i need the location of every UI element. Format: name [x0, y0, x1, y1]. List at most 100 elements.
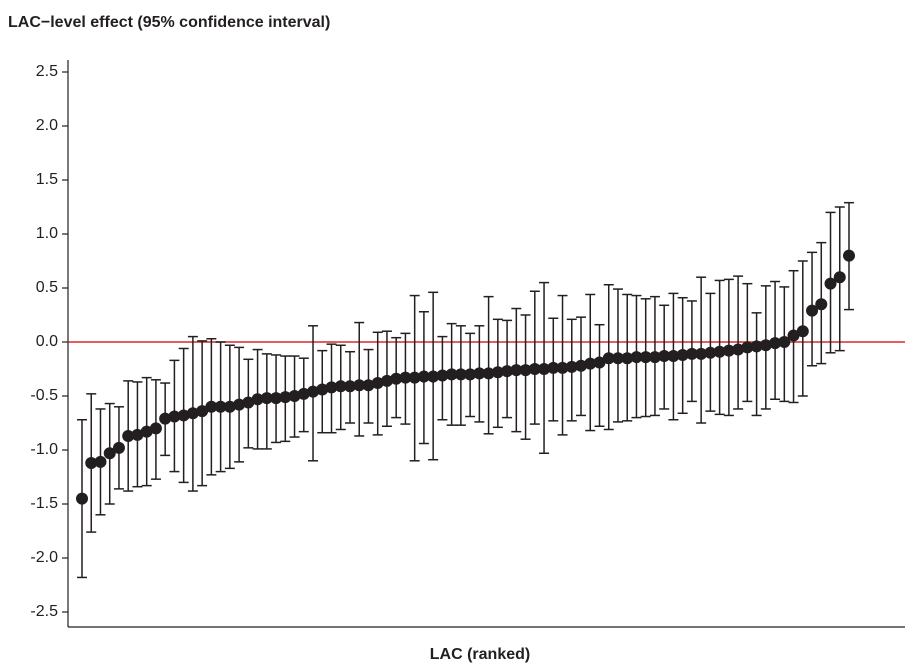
point — [186, 407, 199, 420]
error-bar — [483, 295, 494, 435]
point — [288, 390, 301, 402]
point — [464, 368, 477, 381]
point — [408, 371, 421, 384]
point — [196, 405, 209, 418]
point — [149, 422, 162, 435]
point — [454, 368, 467, 381]
point — [343, 380, 356, 393]
point — [528, 363, 541, 375]
point — [741, 341, 754, 354]
point — [704, 346, 717, 359]
y-tick-label: 0.5 — [36, 279, 58, 296]
point — [778, 336, 791, 348]
y-tick-label: -1.0 — [30, 441, 58, 458]
point — [214, 400, 227, 413]
point — [76, 492, 88, 505]
point — [85, 456, 98, 469]
point — [806, 304, 819, 317]
point — [787, 329, 800, 342]
point — [695, 347, 708, 360]
point — [168, 410, 181, 423]
y-tick-label: -2.0 — [30, 549, 58, 566]
point — [482, 367, 495, 380]
point — [353, 379, 366, 392]
y-tick-label: 2.5 — [36, 63, 58, 80]
point — [334, 380, 347, 393]
point — [611, 352, 624, 365]
point — [639, 351, 652, 364]
point — [547, 361, 560, 374]
point — [713, 345, 726, 358]
point — [676, 348, 689, 361]
y-tick-label: 1.0 — [36, 225, 58, 242]
point — [362, 379, 375, 392]
point — [233, 398, 246, 411]
point — [251, 393, 264, 406]
point — [122, 429, 135, 442]
y-tick-label: 2.0 — [36, 117, 58, 134]
point — [417, 370, 430, 383]
point — [833, 271, 846, 284]
point — [445, 368, 458, 381]
point — [732, 343, 745, 356]
point — [575, 359, 588, 372]
point — [297, 387, 310, 400]
y-tick-label: -1.5 — [30, 495, 58, 512]
point — [140, 425, 153, 438]
point — [325, 381, 338, 394]
point — [205, 400, 218, 413]
point — [843, 249, 855, 262]
point — [270, 392, 283, 405]
point — [685, 347, 698, 360]
point — [436, 369, 449, 382]
y-tick-label: -2.5 — [30, 603, 58, 620]
point — [824, 277, 837, 290]
point — [242, 396, 255, 409]
y-tick-label: 1.5 — [36, 171, 58, 188]
point — [307, 385, 320, 398]
error-bar — [733, 275, 744, 410]
point — [399, 371, 412, 384]
point — [380, 374, 393, 387]
point — [112, 441, 125, 454]
point — [177, 409, 190, 422]
point — [390, 372, 403, 385]
point — [316, 383, 329, 396]
point — [260, 392, 273, 405]
point — [556, 361, 569, 374]
point — [648, 351, 661, 364]
point — [427, 370, 440, 383]
y-tick-label: -0.5 — [30, 387, 58, 404]
point — [621, 352, 634, 365]
point — [630, 351, 643, 364]
point — [658, 350, 671, 363]
point — [722, 344, 735, 357]
point — [131, 428, 144, 441]
point — [667, 350, 680, 363]
point — [593, 356, 606, 369]
point — [94, 455, 107, 468]
point — [371, 377, 384, 390]
point — [519, 364, 532, 377]
point — [584, 357, 597, 370]
point — [473, 367, 486, 380]
error-bar — [520, 314, 531, 440]
error-bar — [529, 290, 540, 425]
error-bar — [751, 312, 762, 417]
point — [759, 339, 772, 352]
point — [510, 364, 523, 377]
point — [223, 400, 236, 413]
point — [103, 447, 116, 460]
point — [159, 412, 172, 425]
point — [769, 337, 782, 350]
point — [491, 366, 504, 379]
point — [279, 391, 292, 404]
point — [815, 298, 828, 311]
point — [602, 352, 615, 365]
point — [538, 363, 551, 375]
y-tick-label: 0.0 — [36, 333, 58, 350]
chart-title: LAC−level effect (95% confidence interva… — [8, 14, 330, 31]
x-axis-label: LAC (ranked) — [430, 646, 530, 663]
